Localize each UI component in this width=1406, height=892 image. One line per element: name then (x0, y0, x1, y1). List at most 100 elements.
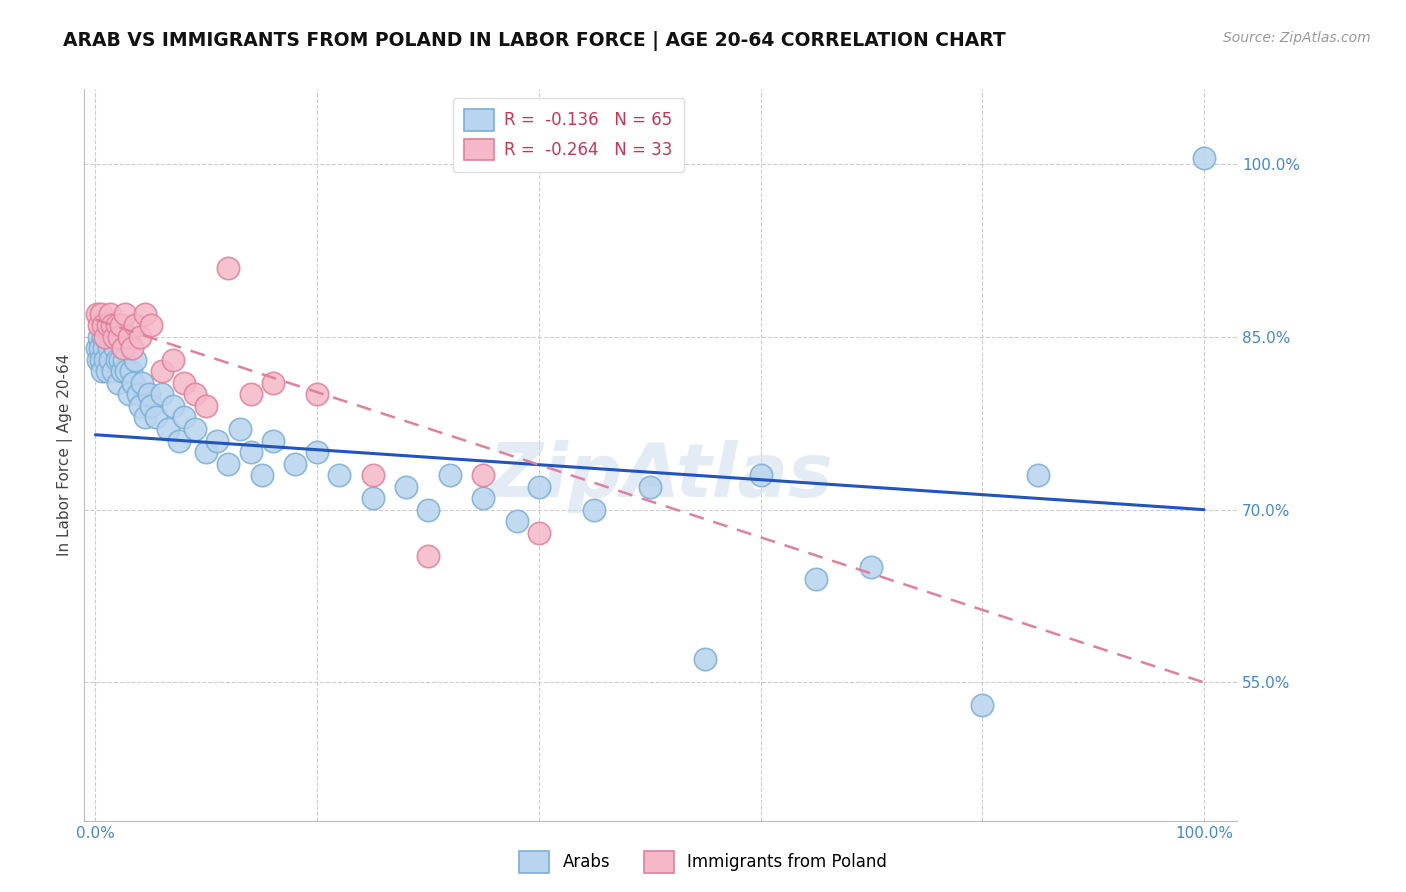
Point (228, 422, 250, 436)
Point (307, 445, 329, 459)
Point (416, 502, 439, 516)
Point (134, 307, 156, 321)
Point (173, 410, 195, 425)
Point (101, 330, 124, 344)
Point (118, 387, 141, 401)
Point (284, 457, 307, 471)
Point (156, 422, 179, 436)
Point (638, 480, 661, 494)
Point (103, 364, 124, 378)
Legend: Arabs, Immigrants from Poland: Arabs, Immigrants from Poland (513, 845, 893, 880)
Point (86, 342, 108, 356)
Point (804, 572, 827, 586)
Point (104, 342, 127, 356)
Point (96, 364, 118, 378)
Text: ARAB VS IMMIGRANTS FROM POLAND IN LABOR FORCE | AGE 20-64 CORRELATION CHART: ARAB VS IMMIGRANTS FROM POLAND IN LABOR … (63, 31, 1007, 51)
Point (105, 318, 128, 333)
Point (105, 352, 128, 367)
Point (150, 364, 173, 378)
Point (124, 318, 146, 333)
Point (472, 468, 495, 483)
Point (98, 352, 121, 367)
Point (262, 376, 284, 390)
Point (87, 318, 110, 333)
Point (138, 387, 160, 401)
Point (195, 399, 218, 413)
Y-axis label: In Labor Force | Age 20-64: In Labor Force | Age 20-64 (58, 354, 73, 556)
Point (439, 468, 461, 483)
Point (162, 352, 184, 367)
Point (97, 342, 120, 356)
Point (115, 364, 138, 378)
Point (583, 502, 606, 516)
Point (97, 318, 120, 333)
Point (120, 364, 142, 378)
Point (307, 387, 329, 401)
Point (114, 307, 136, 321)
Point (395, 480, 418, 494)
Point (131, 376, 153, 390)
Point (118, 330, 141, 344)
Point (239, 445, 262, 459)
Point (108, 352, 131, 367)
Point (121, 342, 143, 356)
Point (139, 399, 162, 413)
Point (98, 307, 121, 321)
Point (527, 480, 550, 494)
Point (112, 342, 135, 356)
Point (91, 330, 114, 344)
Point (218, 260, 240, 275)
Point (250, 468, 273, 483)
Text: ZipAtlas: ZipAtlas (488, 441, 834, 514)
Text: Source: ZipAtlas.com: Source: ZipAtlas.com (1223, 31, 1371, 45)
Point (127, 387, 149, 401)
Point (167, 434, 190, 448)
Point (416, 549, 439, 563)
Point (361, 468, 384, 483)
Point (112, 352, 135, 367)
Point (1026, 468, 1049, 483)
Point (91, 318, 114, 333)
Point (107, 330, 129, 344)
Point (94, 352, 117, 367)
Point (207, 434, 229, 448)
Point (506, 514, 529, 528)
Point (150, 387, 173, 401)
Point (184, 387, 207, 401)
Point (89, 342, 111, 356)
Point (239, 387, 262, 401)
Point (110, 318, 132, 333)
Point (94, 330, 117, 344)
Point (134, 410, 156, 425)
Point (87, 330, 110, 344)
Point (860, 560, 883, 574)
Point (162, 399, 184, 413)
Point (90, 352, 112, 367)
Point (195, 445, 218, 459)
Point (262, 434, 284, 448)
Point (111, 364, 134, 378)
Point (184, 422, 207, 436)
Point (218, 457, 240, 471)
Point (1192, 151, 1215, 165)
Point (122, 376, 145, 390)
Legend: R =  -0.136   N = 65, R =  -0.264   N = 33: R = -0.136 N = 65, R = -0.264 N = 33 (453, 97, 685, 172)
Point (103, 330, 125, 344)
Point (112, 342, 135, 356)
Point (128, 330, 150, 344)
Point (101, 318, 124, 333)
Point (93, 342, 115, 356)
Point (107, 376, 129, 390)
Point (328, 468, 350, 483)
Point (128, 399, 150, 413)
Point (90, 307, 112, 321)
Point (86, 352, 108, 367)
Point (139, 318, 162, 333)
Point (173, 376, 195, 390)
Point (361, 491, 384, 505)
Point (972, 698, 994, 713)
Point (91, 364, 114, 378)
Point (86, 307, 108, 321)
Point (124, 352, 146, 367)
Point (749, 468, 772, 483)
